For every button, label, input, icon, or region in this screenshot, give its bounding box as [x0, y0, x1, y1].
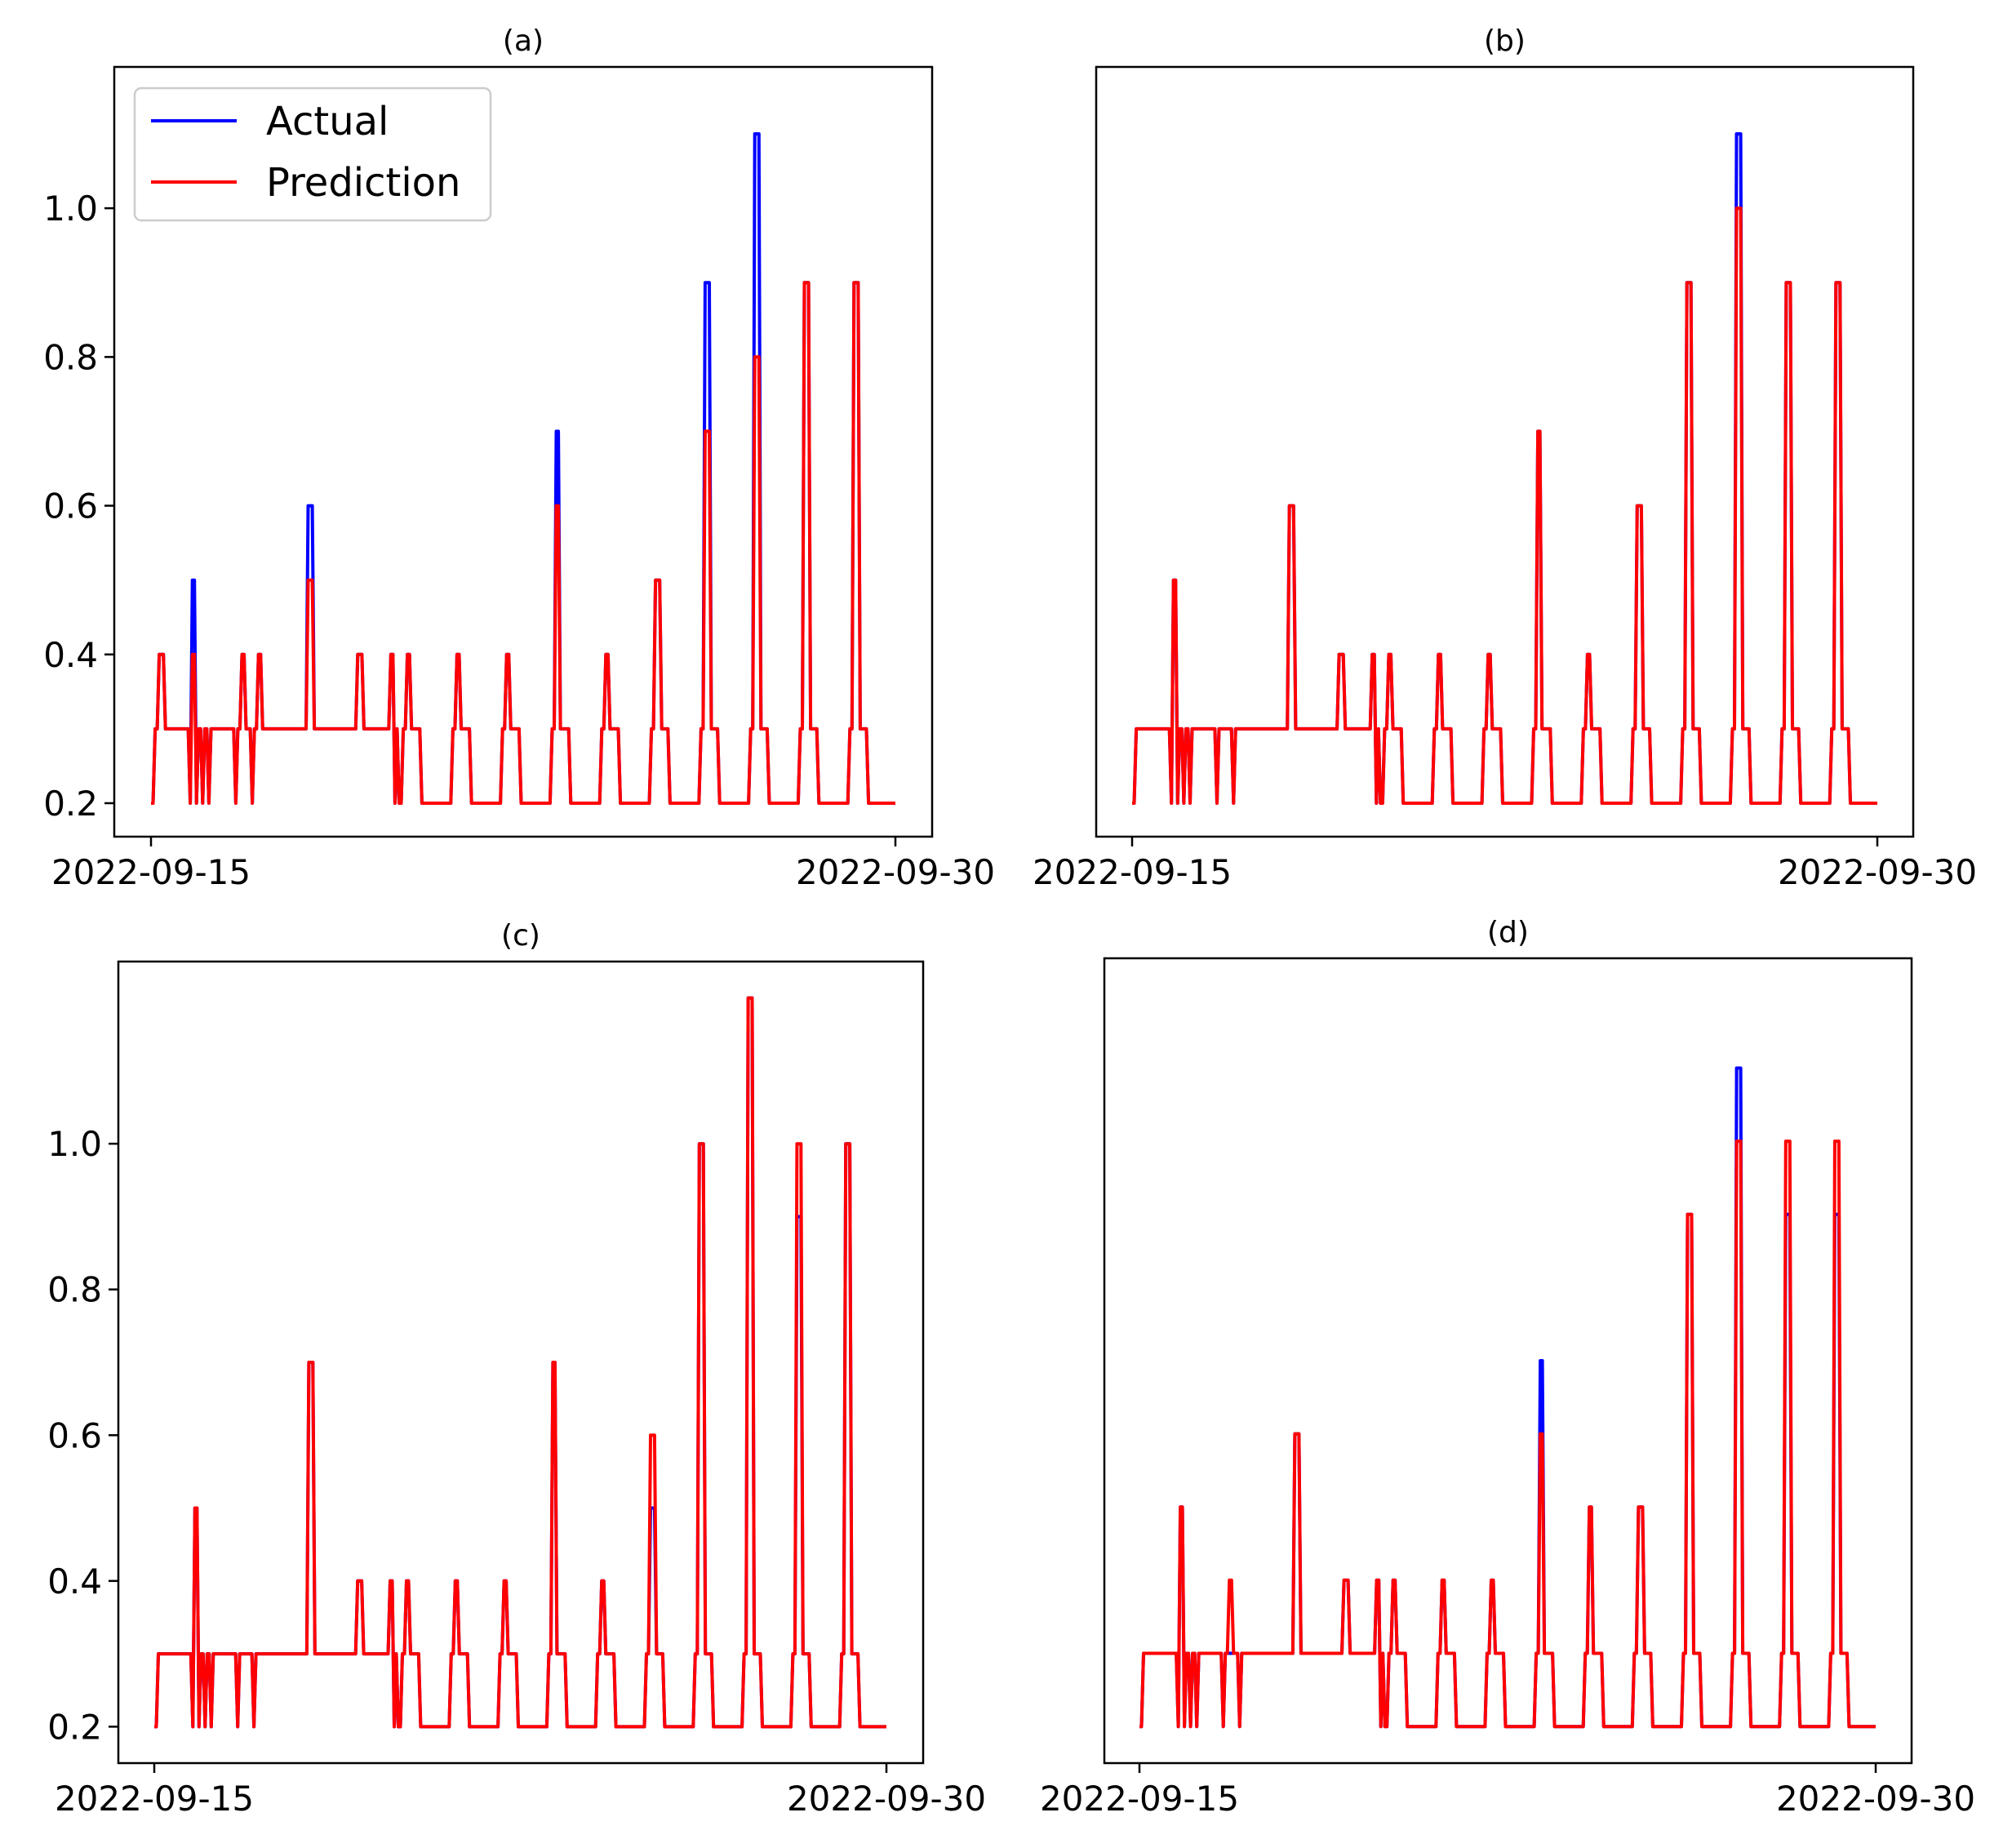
- y-tick-label: 1.0: [43, 189, 98, 229]
- legend-label-actual: Actual: [266, 99, 389, 144]
- series-line-prediction: [151, 281, 895, 805]
- y-tick-label: 0.6: [47, 1415, 102, 1455]
- legend: Actual Prediction: [133, 87, 492, 222]
- x-tick-label: 2022-09-30: [1776, 1779, 1975, 1819]
- x-tick-label: 2022-09-30: [796, 852, 995, 892]
- axes-frame: [1095, 65, 1915, 838]
- panel-title: (c): [501, 919, 540, 953]
- y-tick-label: 0.4: [43, 635, 98, 675]
- x-tick-label: 2022-09-30: [1778, 852, 1977, 892]
- panel-b: (b) 2022-09-15 2022-09-30: [1033, 24, 1977, 892]
- y-tick-label: 0.8: [43, 337, 98, 377]
- panel-title: (d): [1487, 916, 1529, 949]
- panel-c: (c) 0.2 0.4 0.6 0.8 1.0 2022-09-15 2022-09-30: [47, 919, 986, 1819]
- y-tick-label: 0.4: [47, 1561, 102, 1601]
- series-line-actual: [1132, 132, 1877, 805]
- axes-frame: [1103, 957, 1913, 1765]
- panel-title: (a): [503, 24, 544, 58]
- legend-label-prediction: Prediction: [266, 160, 460, 206]
- x-tick-label: 2022-09-15: [1040, 1779, 1239, 1819]
- x-tick-label: 2022-09-15: [51, 852, 251, 892]
- series-line-prediction: [154, 996, 886, 1729]
- y-tick-label: 0.2: [43, 784, 98, 824]
- series-line-actual: [154, 996, 886, 1729]
- y-tick-label: 0.6: [43, 486, 98, 526]
- x-tick-label: 2022-09-15: [55, 1779, 254, 1819]
- x-tick-label: 2022-09-15: [1033, 852, 1232, 892]
- axes-frame: [113, 65, 934, 838]
- panel-a: (a) 0.2 0.4 0.6 0.8 1.0 2022-09-15 2022-09-30: [43, 24, 995, 892]
- y-tick-label: 0.2: [47, 1707, 102, 1747]
- y-tick-label: 1.0: [47, 1124, 102, 1164]
- x-tick-label: 2022-09-30: [787, 1779, 986, 1819]
- series-line-prediction: [1139, 1139, 1876, 1729]
- series-line-actual: [1139, 1066, 1876, 1729]
- panel-title: (b): [1484, 24, 1526, 58]
- panel-d: (d) 2022-09-15 2022-09-30: [1040, 916, 1975, 1819]
- series-line-prediction: [1132, 207, 1877, 805]
- y-tick-label: 0.8: [47, 1270, 102, 1310]
- axes-frame: [117, 960, 925, 1765]
